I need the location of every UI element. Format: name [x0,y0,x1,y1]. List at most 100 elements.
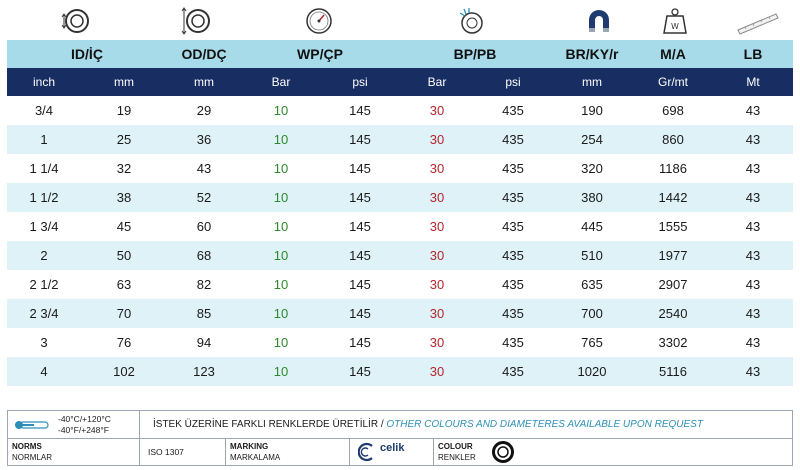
table-cell: 145 [349,219,371,234]
table-cell: 32 [116,161,132,176]
table-cell: 435 [502,132,524,147]
unit-cell: Bar [271,75,291,89]
table-cell: 43 [745,103,761,118]
table-cell: 510 [581,248,603,263]
table-cell: 860 [662,132,684,147]
table-cell: 635 [581,277,603,292]
table-cell: 2 1/2 [29,277,59,292]
notice-english: OTHER COLOURS AND DIAMETERES AVAILABLE U… [383,419,703,430]
table-cell: 10 [273,190,289,205]
table-cell: 1555 [658,219,688,234]
table-cell: 30 [429,132,445,147]
header-lb: LB [743,46,763,62]
table-cell: 1 1/2 [29,190,59,205]
marking-cell: MARKING MARKALAMA [226,439,350,465]
table-cell: 30 [429,161,445,176]
table-cell: 43 [745,219,761,234]
unit-cell: psi [352,75,368,89]
table-cell: 68 [196,248,212,263]
header-ma: M/A [660,46,686,62]
table-cell: 63 [116,277,132,292]
table-cell: 10 [273,364,289,379]
table-cell: 145 [349,132,371,147]
table-cell: 102 [113,364,135,379]
table-cell: 254 [581,132,603,147]
table-cell: 43 [745,161,761,176]
inner-diameter-icon [60,6,90,36]
table-cell: 1442 [658,190,688,205]
table-cell: 36 [196,132,212,147]
temperature-celsius: -40°C/+120°C [58,414,111,424]
header-wp: WP/ÇP [297,46,343,62]
table-cell: 30 [429,248,445,263]
table-cell: 435 [502,103,524,118]
table-cell: 190 [581,103,603,118]
table-cell: 2 3/4 [29,306,59,321]
norms-cell: NORMS NORMLAR [8,439,140,465]
unit-cell: psi [505,75,521,89]
table-cell: 3/4 [34,103,54,118]
table-cell: 123 [193,364,215,379]
brand-cell: celik [350,439,434,465]
table-cell: 50 [116,248,132,263]
table-cell: 30 [429,103,445,118]
weight-icon: W [660,6,690,36]
table-row: 3/4 19 29 10 145 30 435 190 698 43 [7,96,793,125]
table-cell: 145 [349,364,371,379]
table-cell: 43 [745,306,761,321]
table-cell: 30 [429,219,445,234]
table-cell: 698 [662,103,684,118]
table-cell: 2 [40,248,48,263]
table-cell: 435 [502,306,524,321]
table-cell: 2540 [658,306,688,321]
unit-cell: mm [582,75,602,89]
table-cell: 1 [40,132,48,147]
header-bp: BP/PB [453,46,497,62]
bend-radius-magnet-icon [584,6,614,36]
table-cell: 1 1/4 [29,161,59,176]
table-cell: 45 [116,219,132,234]
brand-logo-icon [358,442,373,462]
table-cell: 435 [502,190,524,205]
temperature-fahrenheit: -40°F/+248°F [58,425,109,435]
table-cell: 10 [273,248,289,263]
table-cell: 1 3/4 [29,219,59,234]
table-cell: 30 [429,277,445,292]
unit-cell: Mt [746,75,760,89]
units-row: inch mm mm Bar psi Bar psi mm Gr/mt Mt [7,68,793,96]
marking-label: MARKING [230,442,269,451]
table-cell: 85 [196,306,212,321]
norms-value-cell: ISO 1307 [140,439,226,465]
table-cell: 4 [40,364,48,379]
temperature-range: -40°C/+120°C -40°F/+248°F [8,411,140,438]
colour-label: COLOUR [438,442,473,451]
table-cell: 10 [273,306,289,321]
table-cell: 43 [745,190,761,205]
table-row: 2 1/2 63 82 10 145 30 435 635 2907 43 [7,270,793,299]
outer-diameter-icon [180,6,210,36]
table-cell: 3 [40,335,48,350]
table-cell: 29 [196,103,212,118]
norms-sublabel: NORMLAR [12,453,53,462]
black-hose-swatch-icon [492,441,514,463]
unit-cell: mm [114,75,134,89]
marking-sublabel: MARKALAMA [230,453,281,462]
table-cell: 435 [502,219,524,234]
table-cell: 43 [745,277,761,292]
table-cell: 145 [349,277,371,292]
table-row: 1 1/4 32 43 10 145 30 435 320 1186 43 [7,154,793,183]
table-cell: 76 [116,335,132,350]
colour-swatch-cell [488,439,528,465]
table-cell: 145 [349,335,371,350]
table-cell: 1977 [658,248,688,263]
unit-cell: mm [194,75,214,89]
table-cell: 60 [196,219,212,234]
spec-footer: -40°C/+120°C -40°F/+248°F İSTEK ÜZERİNE … [7,410,793,466]
table-cell: 445 [581,219,603,234]
table-row: 1 1/2 38 52 10 145 30 435 380 1442 43 [7,183,793,212]
table-cell: 10 [273,103,289,118]
table-cell: 145 [349,248,371,263]
table-cell: 10 [273,335,289,350]
table-cell: 435 [502,277,524,292]
table-cell: 380 [581,190,603,205]
